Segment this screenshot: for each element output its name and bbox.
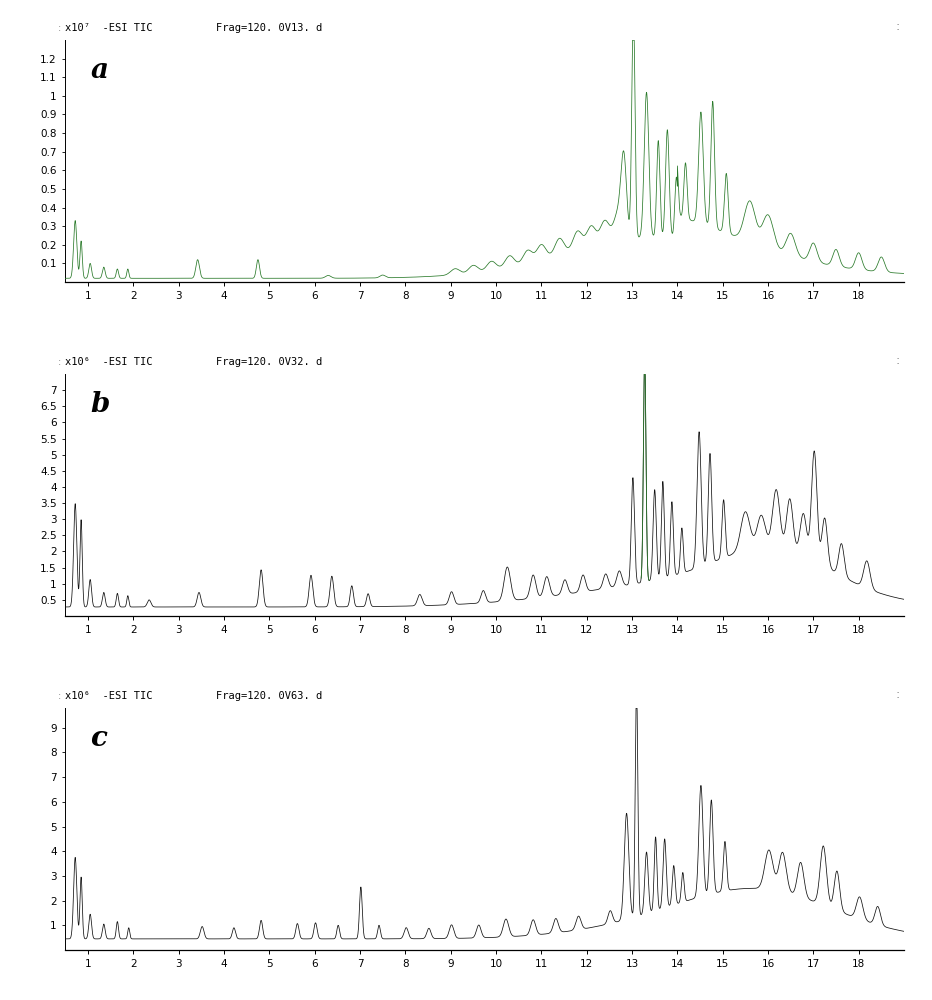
Text: Frag=120. 0V63. d: Frag=120. 0V63. d [216,691,322,701]
Text: Frag=120. 0V32. d: Frag=120. 0V32. d [216,357,322,367]
Text: c: c [90,725,107,752]
Text: :: : [896,20,900,33]
Text: :: : [58,357,62,367]
Text: :: : [896,354,900,367]
Text: a: a [90,57,108,84]
Text: :: : [896,688,900,701]
Text: :: : [58,23,62,33]
Text: Frag=120. 0V13. d: Frag=120. 0V13. d [216,23,322,33]
Text: x10⁶  -ESI TIC: x10⁶ -ESI TIC [65,691,153,701]
Text: :: : [58,691,62,701]
Text: b: b [90,391,110,418]
Text: x10⁷  -ESI TIC: x10⁷ -ESI TIC [65,23,153,33]
Text: x10⁶  -ESI TIC: x10⁶ -ESI TIC [65,357,153,367]
